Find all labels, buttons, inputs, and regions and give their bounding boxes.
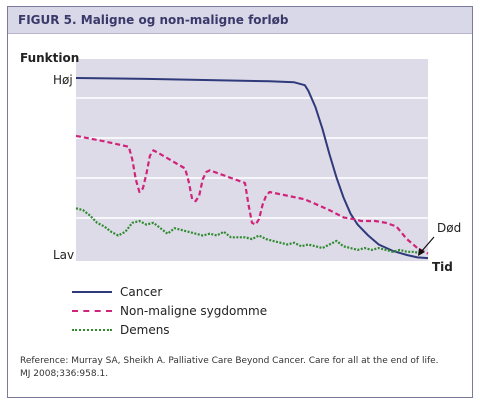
series-line-non-maligne-sygdomme bbox=[75, 134, 429, 255]
legend-swatch bbox=[72, 328, 112, 331]
legend-label: Non-maligne sygdomme bbox=[120, 303, 268, 318]
legend-item-2: Demens bbox=[72, 320, 267, 339]
figure-header: FIGUR 5. Maligne og non-maligne forløb bbox=[8, 7, 472, 34]
figure-title: FIGUR 5. Maligne og non-maligne forløb bbox=[18, 13, 289, 27]
annotation-death-label: Død bbox=[437, 221, 461, 235]
reference-note: Reference: Murray SA, Sheikh A. Palliati… bbox=[20, 355, 460, 381]
legend-label: Cancer bbox=[120, 284, 163, 299]
series-layer bbox=[75, 77, 429, 260]
plot-area bbox=[76, 59, 428, 261]
y-axis-label: Funktion bbox=[20, 51, 79, 65]
reference-line-2: MJ 2008;336:958.1. bbox=[20, 369, 109, 379]
series-line-demens bbox=[75, 207, 422, 255]
y-tick-label-low: Lav bbox=[53, 248, 74, 262]
grid-lines bbox=[76, 97, 428, 219]
annotation-arrowhead bbox=[418, 248, 425, 256]
legend-item-1: Non-maligne sygdomme bbox=[72, 301, 267, 320]
reference-line-1: Reference: Murray SA, Sheikh A. Palliati… bbox=[20, 356, 439, 366]
legend-label: Demens bbox=[120, 322, 170, 337]
y-tick-label-high: Høj bbox=[53, 73, 73, 87]
annotation-arrow bbox=[420, 236, 435, 253]
legend-item-0: Cancer bbox=[72, 282, 267, 301]
x-axis-label: Tid bbox=[432, 260, 453, 274]
legend: Cancer Non-maligne sygdomme Demens bbox=[72, 282, 267, 339]
series-line-cancer bbox=[75, 77, 429, 260]
legend-swatch bbox=[72, 309, 112, 312]
legend-swatch bbox=[72, 290, 112, 293]
